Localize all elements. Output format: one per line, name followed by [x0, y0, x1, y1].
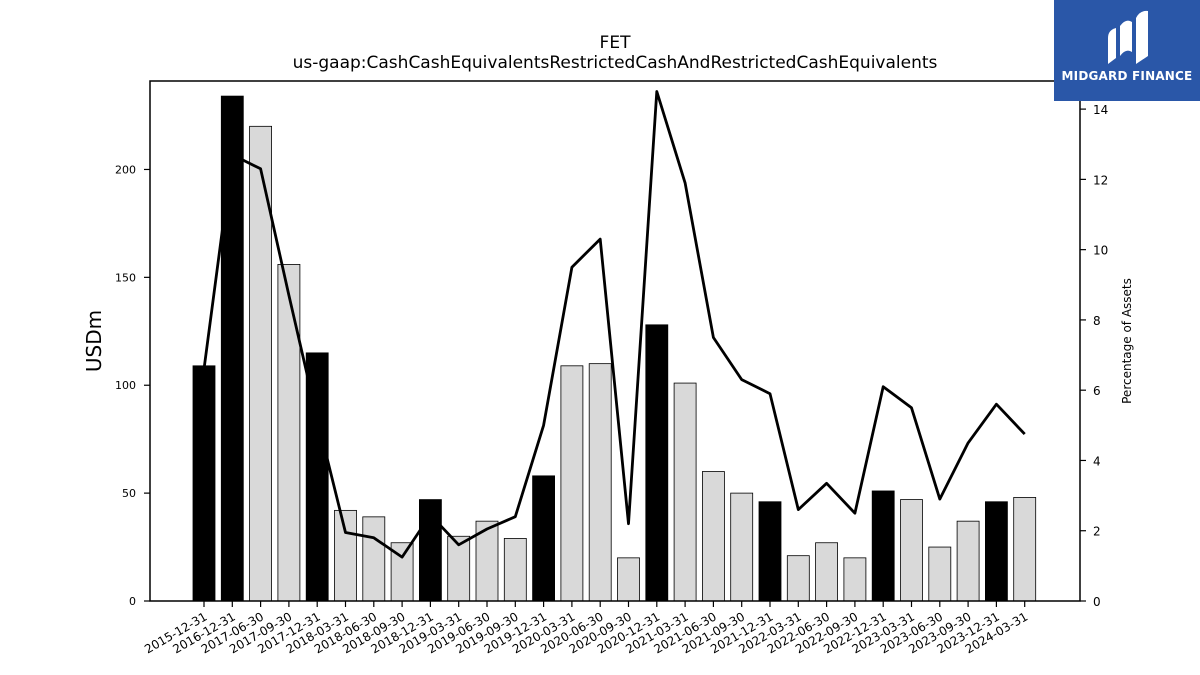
y-tick-label: 100 [115, 379, 136, 392]
x-axis-ticks: 2015-12-312016-12-312017-06-302017-09-30… [142, 601, 1030, 656]
midgard-finance-logo: MIDGARD FINANCE [1054, 0, 1200, 101]
y2-axis-label: Percentage of Assets [1120, 278, 1134, 404]
bar-2021-12-31 [758, 501, 782, 602]
y-tick-label: 150 [115, 271, 136, 284]
bar-2022-09-30 [843, 557, 867, 602]
y2-tick-label: 6 [1093, 384, 1101, 398]
y-tick-label: 200 [115, 163, 136, 176]
bar-2022-03-31 [786, 555, 810, 602]
bar-2023-12-31 [985, 501, 1008, 602]
bar-2023-03-31 [900, 499, 923, 602]
y-tick-label: 0 [129, 595, 136, 608]
bar-2016-12-31 [220, 95, 244, 602]
bar-2018-06-30 [362, 516, 386, 602]
bar-2023-09-30 [956, 520, 980, 602]
bar-2019-09-30 [503, 538, 527, 602]
y2-tick-label: 0 [1093, 595, 1101, 609]
y-axis-label: USDm [82, 310, 106, 372]
bar-2018-03-31 [334, 509, 357, 602]
y2-tick-label: 14 [1093, 103, 1108, 117]
y2-tick-label: 10 [1093, 244, 1108, 258]
bar-2023-06-30 [928, 546, 952, 602]
bar-2020-06-30 [588, 363, 612, 602]
chart-subtitle: us-gaap:CashCashEquivalentsRestrictedCas… [293, 53, 938, 73]
logo-mark-icon [1108, 10, 1148, 64]
bar-2021-09-30 [730, 492, 754, 602]
bar-2020-09-30 [617, 557, 640, 602]
bar-2017-09-30 [277, 264, 301, 602]
y2-tick-label: 4 [1093, 454, 1101, 468]
bar-2022-12-31 [871, 490, 895, 602]
bar-2015-12-31 [192, 365, 216, 602]
bar-2021-03-31 [673, 382, 697, 602]
bar-2022-06-30 [815, 542, 838, 602]
y-tick-label: 50 [122, 487, 136, 500]
bars-group [192, 95, 1037, 602]
y2-tick-label: 2 [1093, 525, 1101, 539]
chart-title: FET [600, 33, 632, 53]
left-axis-ticks: 0 50 100 150 200 [115, 163, 150, 608]
bar-2024-03-31 [1013, 497, 1037, 602]
percentage-of-assets-line [202, 90, 1026, 559]
y2-tick-label: 12 [1093, 173, 1108, 187]
bar-2020-12-31 [645, 324, 669, 602]
bar-2019-12-31 [532, 475, 555, 602]
bar-2020-03-31 [560, 365, 584, 602]
right-axis-ticks: 0 2 4 6 8 10 12 14 [1080, 103, 1108, 609]
y2-tick-label: 8 [1093, 314, 1101, 328]
line-group [202, 90, 1026, 559]
bar-2021-06-30 [702, 471, 725, 602]
plot-frame [149, 80, 1081, 602]
logo-text: MIDGARD FINANCE [1061, 69, 1193, 83]
